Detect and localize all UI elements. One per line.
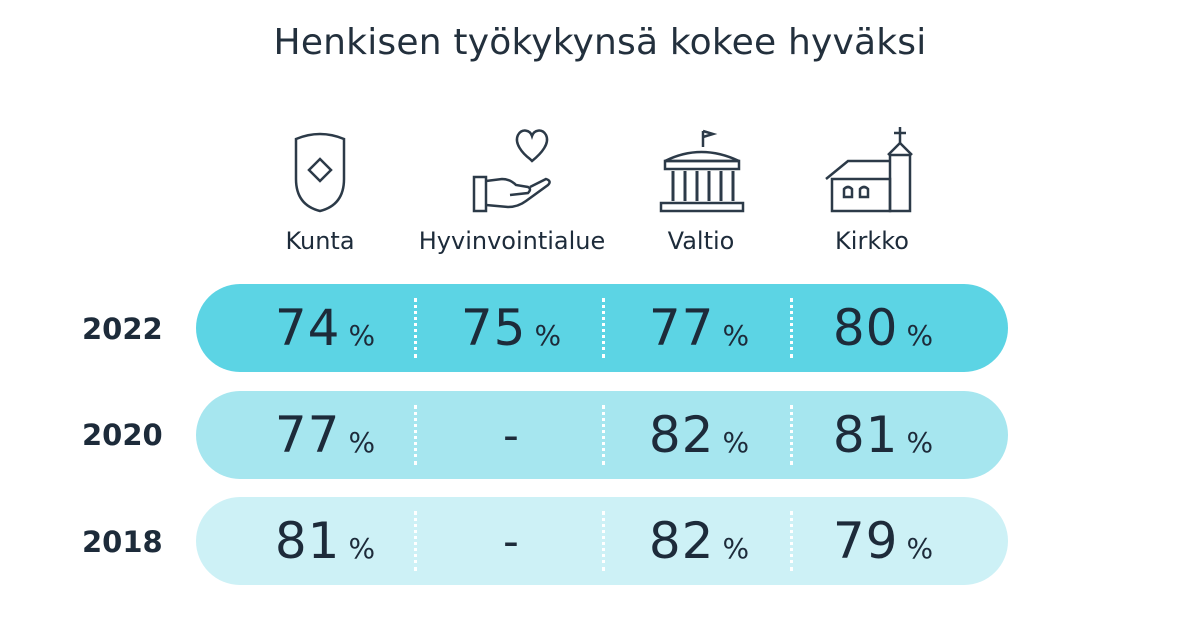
table-cell: 77% <box>604 284 794 372</box>
government-building-icon <box>659 129 745 213</box>
column-header-hyvinvointialue: Hyvinvointialue <box>412 125 612 255</box>
church-icon <box>825 127 913 213</box>
row-year-2022: 2022 <box>82 312 163 346</box>
cell-unit: % <box>534 318 562 352</box>
cell-value: 82 <box>648 406 715 464</box>
column-header-kunta: Kunta <box>220 125 420 255</box>
cell-value: - <box>503 515 519 567</box>
table-cell: - <box>416 497 606 585</box>
column-divider <box>602 511 605 571</box>
cell-value: 80 <box>832 299 899 357</box>
cell-value: 77 <box>648 299 715 357</box>
table-cell: 75% <box>416 284 606 372</box>
table-row: 77% - 82% 81% <box>196 391 1008 479</box>
column-header-valtio: Valtio <box>601 125 801 255</box>
column-divider <box>414 298 417 358</box>
table-cell: 80% <box>788 284 978 372</box>
cell-value: 75 <box>460 299 527 357</box>
cell-value: 81 <box>274 512 341 570</box>
row-year-2020: 2020 <box>82 418 163 452</box>
table-cell: 79% <box>788 497 978 585</box>
column-divider <box>790 298 793 358</box>
table-row: 81% - 82% 79% <box>196 497 1008 585</box>
cell-unit: % <box>722 318 750 352</box>
cell-value: - <box>503 409 519 461</box>
hand-heart-icon <box>472 129 551 213</box>
cell-unit: % <box>906 531 934 565</box>
cell-unit: % <box>348 425 376 459</box>
cell-value: 82 <box>648 512 715 570</box>
chart-title: Henkisen työkykynsä kokee hyväksi <box>273 22 927 63</box>
column-label: Valtio <box>667 227 735 255</box>
cell-unit: % <box>722 531 750 565</box>
column-label: Kunta <box>285 227 355 255</box>
column-label: Kirkko <box>835 227 909 255</box>
table-cell: 82% <box>604 497 794 585</box>
table-cell: 81% <box>230 497 420 585</box>
cell-unit: % <box>906 318 934 352</box>
table-row: 74% 75% 77% 80% <box>196 284 1008 372</box>
cell-unit: % <box>906 425 934 459</box>
table-cell: 77% <box>230 391 420 479</box>
table-cell: - <box>416 391 606 479</box>
column-divider <box>414 511 417 571</box>
cell-value: 74 <box>274 299 341 357</box>
table-cell: 74% <box>230 284 420 372</box>
cell-unit: % <box>722 425 750 459</box>
column-header-kirkko: Kirkko <box>772 125 972 255</box>
column-divider <box>790 511 793 571</box>
table-cell: 81% <box>788 391 978 479</box>
column-divider <box>602 405 605 465</box>
shield-icon <box>294 132 346 213</box>
cell-value: 81 <box>832 406 899 464</box>
cell-unit: % <box>348 318 376 352</box>
table-cell: 82% <box>604 391 794 479</box>
column-divider <box>414 405 417 465</box>
column-divider <box>790 405 793 465</box>
column-divider <box>602 298 605 358</box>
cell-unit: % <box>348 531 376 565</box>
cell-value: 77 <box>274 406 341 464</box>
cell-value: 79 <box>832 512 899 570</box>
row-year-2018: 2018 <box>82 525 163 559</box>
column-label: Hyvinvointialue <box>418 227 606 255</box>
